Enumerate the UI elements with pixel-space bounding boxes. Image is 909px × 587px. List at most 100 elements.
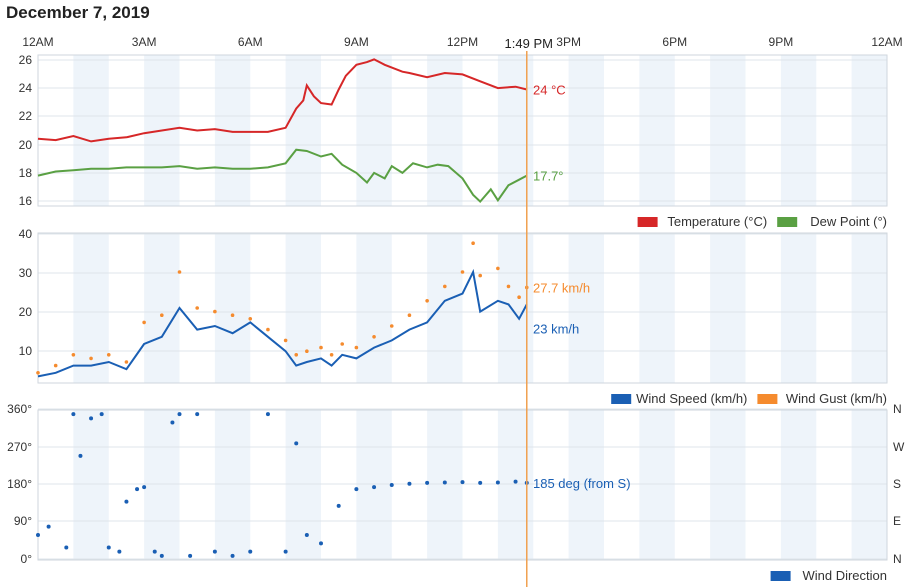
wind-gust-km-h-point: [283, 338, 288, 343]
wind-direction-point: [407, 481, 412, 486]
wind-gust-km-h-point: [36, 371, 40, 375]
wind-direction-point: [372, 485, 377, 490]
wind-gust-km-h-point: [443, 284, 447, 289]
wind-gust-km-h-point: [340, 342, 345, 346]
wind-direction-point: [212, 549, 217, 554]
wind-gust-km-h-point: [329, 353, 334, 357]
legend-label: Temperature (°C): [667, 214, 767, 229]
hour-band: [144, 410, 180, 560]
legend-swatch: [611, 394, 632, 404]
wind-gust-km-h-point: [230, 313, 235, 318]
wind-direction-point: [89, 416, 94, 421]
wind-gust-km-h-point: [517, 295, 521, 300]
wind-gust-km-h-point: [71, 353, 76, 357]
y-tick-label: 16: [19, 194, 33, 208]
y-tick-label: 20: [19, 305, 33, 319]
wind-direction-point: [152, 549, 157, 554]
hour-band: [568, 410, 604, 560]
y-tick-label: 24: [19, 81, 33, 95]
wind-direction-point: [283, 549, 288, 554]
hour-band: [427, 55, 463, 206]
page-title: December 7, 2019: [6, 3, 150, 22]
wind-direction-point: [460, 480, 465, 485]
wind-direction-point: [248, 549, 253, 554]
wind-direction-point: [170, 420, 175, 425]
legend-label: Wind Gust (km/h): [786, 391, 887, 406]
wind-direction-point: [478, 480, 483, 485]
wind-gust-km-h-point: [506, 284, 511, 289]
hour-band: [780, 233, 817, 383]
legend-swatch: [770, 571, 791, 581]
wind-gust-km-h-point: [496, 266, 500, 271]
temperature-c-line: [37, 58, 528, 143]
wind-direction-point: [106, 545, 111, 550]
wind-gust-km-h-point: [425, 299, 429, 303]
y-tick-label: 0°: [21, 552, 33, 566]
wind-direction-point: [64, 545, 69, 550]
time-tick-label: 6AM: [238, 35, 263, 49]
wind-direction-point: [124, 499, 129, 504]
y-tick-label: 40: [19, 227, 33, 241]
wind-direction-point: [188, 553, 193, 558]
hour-band: [144, 233, 180, 383]
wind-gust-km-h-point: [354, 345, 359, 350]
wind-gust-km-h-point: [160, 313, 164, 318]
wind-gust-km-h-point: [89, 356, 93, 361]
y-tick-label: 26: [19, 53, 33, 67]
time-tick-label: 3PM: [556, 35, 581, 49]
hour-band: [427, 410, 463, 560]
wind-direction-point: [99, 412, 104, 417]
hour-band: [710, 410, 746, 560]
hour-band: [427, 233, 463, 383]
plot-frame: [37, 409, 888, 561]
hour-band: [285, 55, 321, 206]
wind-gust-km-h-point: [195, 306, 199, 310]
hour-band: [639, 233, 675, 383]
wind-gust-km-h-point: [305, 349, 309, 354]
legend-label: Wind Speed (km/h): [636, 391, 747, 406]
wind-direction-point: [389, 483, 394, 487]
legend-swatch: [637, 217, 658, 227]
wind-direction-point: [495, 480, 500, 485]
now-label-bg: [500, 35, 557, 51]
time-tick-label: 9PM: [769, 35, 794, 49]
hour-band: [497, 410, 534, 560]
hour-band: [285, 410, 321, 560]
compass-label: S: [893, 477, 901, 491]
y-tick-label: 90°: [14, 514, 32, 528]
time-tick-label: 12AM: [22, 35, 53, 49]
wind-direction-point: [46, 524, 51, 529]
wind-direction-point: [78, 453, 83, 458]
wind-gust-km-h-point: [460, 270, 465, 274]
hour-band: [851, 233, 887, 383]
wind-gust-km-h-point: [294, 353, 299, 357]
hour-band: [73, 55, 109, 206]
compass-label: W: [893, 440, 905, 454]
legend-swatch: [777, 217, 798, 227]
hour-band: [568, 55, 604, 206]
wind-gust-km-h-point: [53, 363, 58, 368]
hour-band: [710, 233, 746, 383]
time-tick-label: 6PM: [662, 35, 687, 49]
wind-direction-point: [319, 541, 323, 546]
wind-direction-point: [336, 503, 341, 508]
wind-direction-point: [304, 533, 309, 537]
wind-gust-km-h-point: [177, 270, 182, 274]
wind-direction-point: [71, 412, 76, 417]
hour-band: [780, 410, 817, 560]
temperature-c-current-value: 24 °C: [533, 82, 566, 97]
compass-label: N: [893, 552, 902, 566]
wind-direction-point: [117, 549, 122, 554]
wind-gust-km-h-point: [407, 313, 412, 318]
wind-gust-km-h-current-value: 27.7 km/h: [533, 280, 590, 295]
wind-speed-km-h-line: [37, 268, 528, 378]
hour-band: [639, 55, 675, 206]
hour-band: [214, 233, 251, 383]
wind-direction-point: [142, 485, 147, 490]
compass-label: E: [893, 514, 901, 528]
wind-gust-km-h-point: [248, 317, 253, 321]
wind-direction-point: [36, 533, 40, 537]
time-tick-label: 12PM: [447, 35, 478, 49]
hour-band: [568, 233, 604, 383]
